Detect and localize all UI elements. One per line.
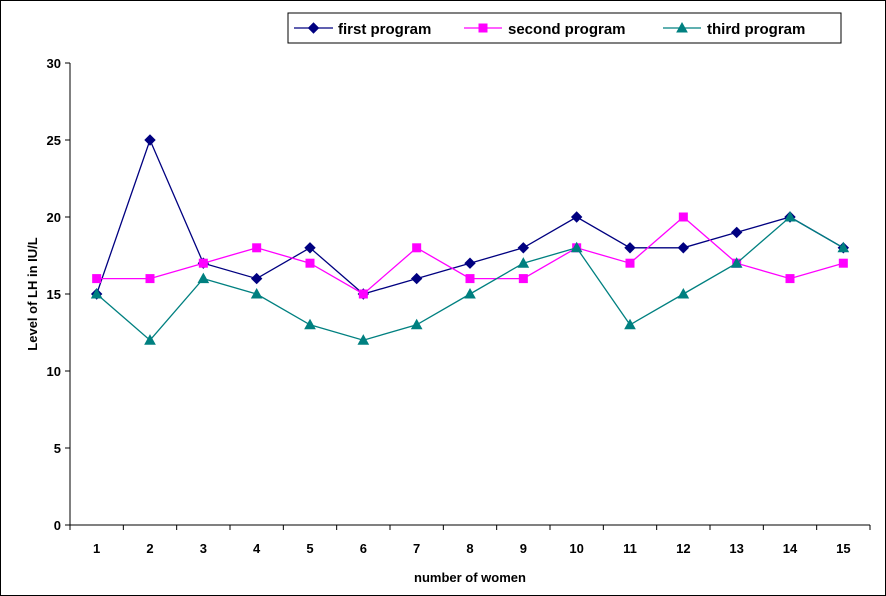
x-axis-title: number of women (414, 570, 526, 585)
x-tick-label: 11 (623, 541, 637, 556)
x-tick-label: 8 (466, 541, 473, 556)
data-point (678, 212, 688, 222)
x-tick-label: 10 (569, 541, 583, 556)
data-point (570, 241, 583, 253)
data-point (518, 274, 528, 284)
y-tick-label: 10 (47, 364, 61, 379)
data-point (410, 272, 423, 285)
legend-marker (676, 21, 688, 33)
data-point (90, 287, 103, 299)
data-point (517, 242, 530, 254)
data-point (144, 334, 156, 345)
x-tick-label: 6 (360, 541, 367, 556)
legend-marker (478, 23, 488, 33)
data-point (145, 274, 155, 284)
x-tick-label: 3 (200, 541, 207, 556)
data-point (197, 272, 210, 284)
legend-label: first program (338, 21, 431, 38)
legend-label: third program (707, 21, 805, 38)
legend-item-2: second program (464, 21, 626, 38)
data-point (357, 334, 370, 345)
x-tick-label: 13 (729, 541, 743, 556)
data-point (410, 318, 423, 330)
legend-label: second program (508, 21, 626, 38)
legend-box (287, 12, 842, 44)
data-point (677, 287, 690, 299)
series-layer (90, 134, 850, 345)
data-point (198, 258, 208, 268)
data-point (92, 274, 102, 284)
x-axis: 1 2 3 4 5 6 7 8 9 10 11 12 13 14 15 (69, 524, 871, 556)
legend-item-3: third program (663, 21, 805, 38)
data-point (677, 242, 690, 254)
y-tick-label: 30 (47, 56, 61, 71)
x-tick-label: 14 (783, 541, 798, 556)
y-tick-label: 20 (47, 210, 61, 225)
y-axis-title: Level of LH in IU/L (25, 237, 40, 350)
data-point (250, 287, 263, 299)
x-tick-label: 2 (146, 541, 153, 556)
x-tick-label: 1 (93, 541, 100, 556)
x-tick-label: 4 (253, 541, 261, 556)
x-tick-label: 15 (836, 541, 850, 556)
data-point (730, 257, 743, 268)
data-point (252, 243, 262, 253)
data-point (570, 211, 583, 223)
data-point (412, 243, 422, 253)
data-point (785, 274, 795, 284)
legend: first program second program third program (287, 12, 842, 44)
data-point (624, 242, 636, 254)
data-point (464, 257, 476, 269)
data-point (304, 242, 316, 254)
data-point (730, 226, 743, 239)
data-point (517, 257, 530, 268)
data-point (305, 258, 315, 268)
x-tick-label: 12 (676, 541, 690, 556)
data-point (144, 134, 156, 146)
data-point (838, 258, 848, 268)
data-point (464, 287, 476, 299)
data-point (837, 241, 850, 253)
data-point (250, 272, 263, 285)
x-tick-label: 9 (520, 541, 527, 556)
legend-item-1: first program (294, 21, 431, 38)
data-point (784, 210, 796, 222)
y-tick-label: 0 (54, 518, 61, 533)
data-point (304, 318, 316, 330)
x-tick-label: 7 (413, 541, 420, 556)
y-axis: 0 5 10 15 20 25 30 (47, 56, 71, 533)
y-tick-label: 5 (54, 441, 61, 456)
y-tick-label: 25 (47, 133, 61, 148)
data-point (625, 258, 635, 268)
y-tick-label: 15 (47, 287, 61, 302)
series-3 (90, 210, 850, 345)
data-point (624, 318, 636, 330)
data-point (358, 289, 368, 299)
data-point (465, 274, 475, 284)
x-tick-label: 5 (306, 541, 313, 556)
legend-marker (307, 22, 320, 34)
